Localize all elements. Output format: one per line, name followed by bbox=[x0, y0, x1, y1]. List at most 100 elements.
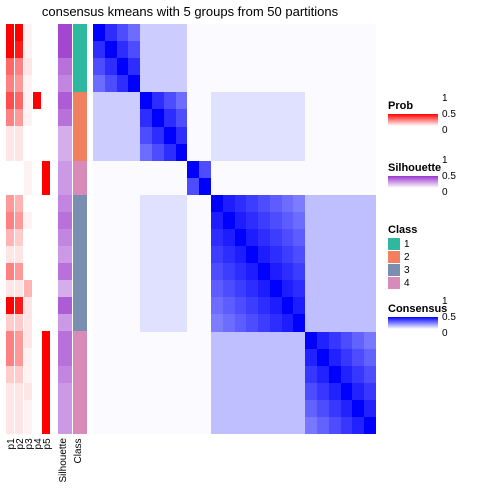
col-silhouette-cell bbox=[58, 24, 72, 41]
heatmap-cell bbox=[140, 75, 152, 92]
heatmap-cell bbox=[364, 58, 376, 75]
heatmap-cell bbox=[152, 178, 164, 195]
heatmap-cell bbox=[258, 24, 270, 41]
col-class-cell bbox=[73, 263, 87, 280]
col-class-cell bbox=[73, 92, 87, 109]
heatmap-cell bbox=[176, 263, 188, 280]
heatmap-cell bbox=[93, 314, 105, 331]
col-class-cell bbox=[73, 195, 87, 212]
heatmap-cell bbox=[140, 383, 152, 400]
heatmap-cell bbox=[317, 246, 329, 263]
col-p2-cell bbox=[15, 383, 23, 400]
heatmap-cell bbox=[140, 144, 152, 161]
heatmap-cell bbox=[246, 280, 258, 297]
heatmap-cell bbox=[105, 58, 117, 75]
heatmap-cell bbox=[293, 58, 305, 75]
heatmap-cell bbox=[152, 400, 164, 417]
col-p4-cell bbox=[33, 212, 41, 229]
heatmap-cell bbox=[199, 400, 211, 417]
heatmap-cell bbox=[235, 314, 247, 331]
heatmap-cell bbox=[164, 109, 176, 126]
heatmap-cell bbox=[341, 400, 353, 417]
heatmap-cell bbox=[176, 400, 188, 417]
heatmap-cell bbox=[152, 297, 164, 314]
heatmap-cell bbox=[105, 229, 117, 246]
heatmap-cell bbox=[176, 58, 188, 75]
col-class-cell bbox=[73, 400, 87, 417]
heatmap-cell bbox=[329, 314, 341, 331]
heatmap-cell bbox=[199, 280, 211, 297]
col-p3-cell bbox=[24, 161, 32, 178]
heatmap-cell bbox=[258, 92, 270, 109]
heatmap-cell bbox=[164, 263, 176, 280]
heatmap-cell bbox=[93, 349, 105, 366]
col-class-cell bbox=[73, 366, 87, 383]
heatmap-cell bbox=[317, 212, 329, 229]
heatmap-cell bbox=[176, 75, 188, 92]
heatmap-cell bbox=[93, 58, 105, 75]
heatmap-cell bbox=[235, 24, 247, 41]
heatmap-cell bbox=[341, 58, 353, 75]
col-p5-cell bbox=[42, 314, 50, 331]
legend-consensus-ticks: 10.50 bbox=[442, 297, 456, 345]
heatmap-cell bbox=[270, 297, 282, 314]
legend-class-swatch bbox=[388, 251, 400, 263]
heatmap-cell bbox=[117, 24, 129, 41]
col-p4-cell bbox=[33, 24, 41, 41]
heatmap-cell bbox=[293, 178, 305, 195]
heatmap-cell bbox=[293, 280, 305, 297]
heatmap-cell bbox=[128, 400, 140, 417]
heatmap-cell bbox=[246, 109, 258, 126]
heatmap-cell bbox=[305, 314, 317, 331]
heatmap-cell bbox=[128, 195, 140, 212]
heatmap-cell bbox=[211, 314, 223, 331]
heatmap-cell bbox=[164, 314, 176, 331]
legend-class-item: 2 bbox=[388, 251, 498, 263]
col-p5-cell bbox=[42, 109, 50, 126]
col-p4-cell bbox=[33, 314, 41, 331]
heatmap-cell bbox=[305, 417, 317, 434]
heatmap-cell bbox=[282, 24, 294, 41]
heatmap-cell bbox=[270, 400, 282, 417]
heatmap-cell bbox=[117, 195, 129, 212]
heatmap-cell bbox=[270, 41, 282, 58]
heatmap-cell bbox=[246, 229, 258, 246]
col-p3-cell bbox=[24, 75, 32, 92]
heatmap-cell bbox=[235, 161, 247, 178]
heatmap-cell bbox=[364, 332, 376, 349]
heatmap-cell bbox=[305, 349, 317, 366]
heatmap-cell bbox=[282, 109, 294, 126]
col-p5-cell bbox=[42, 126, 50, 143]
heatmap-cell bbox=[211, 41, 223, 58]
heatmap-cell bbox=[246, 400, 258, 417]
col-p3-cell bbox=[24, 348, 32, 365]
heatmap-cell bbox=[352, 178, 364, 195]
heatmap-cell bbox=[93, 178, 105, 195]
heatmap-cell bbox=[270, 229, 282, 246]
heatmap-cell bbox=[140, 58, 152, 75]
heatmap-cell bbox=[199, 195, 211, 212]
heatmap-cell bbox=[317, 144, 329, 161]
col-p5-cell bbox=[42, 212, 50, 229]
legend-tick: 1 bbox=[442, 156, 456, 172]
heatmap-cell bbox=[352, 263, 364, 280]
heatmap-cell bbox=[235, 349, 247, 366]
heatmap-cell bbox=[187, 366, 199, 383]
col-p4-cell bbox=[33, 126, 41, 143]
heatmap-cell bbox=[152, 366, 164, 383]
col-silhouette-cell bbox=[58, 178, 72, 195]
col-p2-cell bbox=[15, 41, 23, 58]
heatmap-cell bbox=[117, 92, 129, 109]
col-p4-cell bbox=[33, 161, 41, 178]
heatmap-cell bbox=[164, 24, 176, 41]
heatmap-cell bbox=[211, 297, 223, 314]
col-p5-cell bbox=[42, 58, 50, 75]
heatmap-cell bbox=[270, 58, 282, 75]
col-p4-cell bbox=[33, 400, 41, 417]
heatmap-cell bbox=[128, 349, 140, 366]
heatmap-cell bbox=[105, 314, 117, 331]
heatmap-cell bbox=[364, 314, 376, 331]
heatmap-cell bbox=[128, 161, 140, 178]
heatmap-cell bbox=[199, 332, 211, 349]
heatmap-cell bbox=[93, 161, 105, 178]
